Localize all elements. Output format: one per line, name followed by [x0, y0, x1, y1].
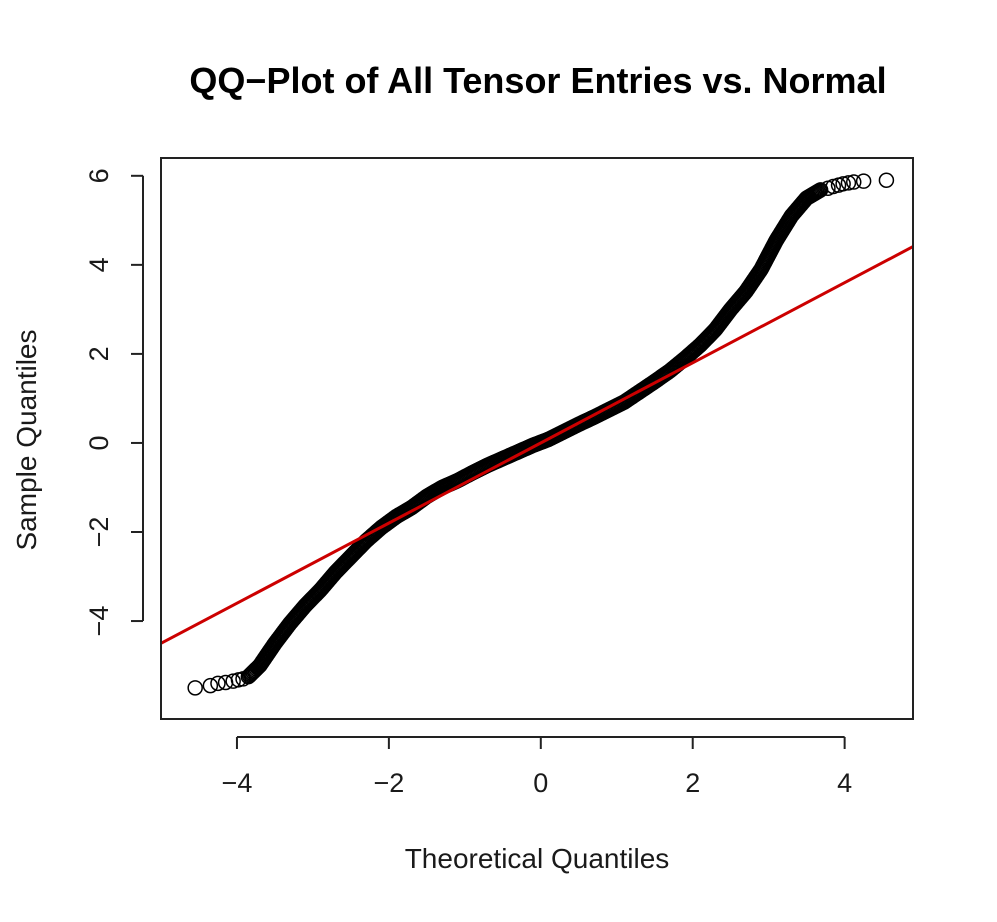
y-tick-label: −2 — [84, 517, 114, 548]
qq-point — [187, 680, 203, 696]
x-tick-label: −2 — [373, 768, 404, 798]
y-tick-label: 4 — [84, 257, 114, 272]
y-axis: −4 −2 0 2 4 6 — [84, 168, 144, 637]
plot-frame — [160, 157, 914, 720]
reference-line — [161, 245, 913, 645]
y-tick-label: 0 — [84, 435, 114, 450]
y-tick-label: 2 — [84, 346, 114, 361]
qq-point — [846, 174, 862, 190]
qq-point — [835, 176, 851, 192]
qq-point — [825, 178, 841, 195]
qq-points-layer — [187, 172, 895, 696]
chart-title: QQ−Plot of All Tensor Entries vs. Normal — [189, 60, 886, 101]
x-tick-label: −4 — [222, 768, 253, 798]
x-axis: −4 −2 0 2 4 — [222, 736, 852, 798]
x-tick-label: 0 — [533, 768, 548, 798]
y-axis-label: Sample Quantiles — [11, 329, 42, 550]
y-tick-label: −4 — [84, 606, 114, 637]
x-axis-label: Theoretical Quantiles — [405, 843, 670, 874]
y-tick-label: 6 — [84, 168, 114, 183]
qq-point — [210, 675, 226, 692]
qq-point — [235, 671, 251, 687]
x-tick-label: 2 — [685, 768, 700, 798]
qq-point — [202, 677, 219, 694]
qq-point — [878, 172, 895, 189]
qq-point — [225, 673, 241, 689]
x-tick-label: 4 — [837, 768, 852, 798]
qq-point — [840, 175, 857, 191]
qq-point — [855, 173, 872, 189]
